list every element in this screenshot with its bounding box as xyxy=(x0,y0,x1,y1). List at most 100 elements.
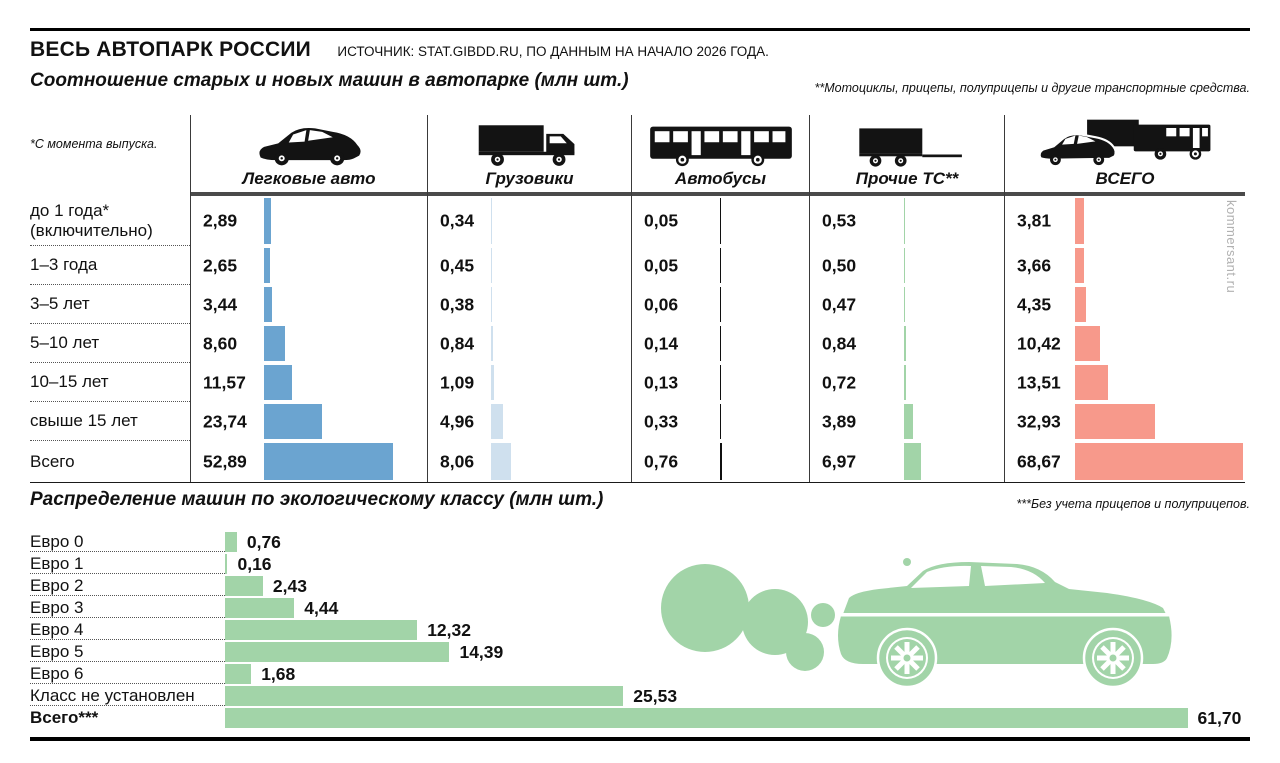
value-label: 10,42 xyxy=(1017,333,1061,353)
age-chart-column-total: ВСЕГО 3,81 3,66 4,35 10,42 13,51 32,93 68,67 xyxy=(1004,115,1245,482)
value-label: 3,44 xyxy=(203,294,238,314)
bar xyxy=(225,664,252,684)
value-label: 0,05 xyxy=(644,255,679,275)
value-label: 0,14 xyxy=(644,333,679,353)
value-label: 0,05 xyxy=(644,210,679,231)
eco-chart: Евро 0 0,76 Евро 1 0,16 Евро 2 2,43 Евро 3 4,44… xyxy=(30,531,1245,731)
footnote-other-vehicles: **Мотоциклы, прицепы, полуприцепы и друг… xyxy=(814,81,1251,95)
value-label: 61,70 xyxy=(1197,708,1242,728)
value-label: 0,34 xyxy=(440,210,475,231)
eco-row-label: Евро 2 xyxy=(30,575,225,596)
bar xyxy=(1075,198,1085,244)
source-note: ИСТОЧНИК: STAT.GIBDD.RU, ПО ДАННЫМ НА НА… xyxy=(337,44,769,59)
footnote-no-trailers: ***Без учета прицепов и полуприцепов. xyxy=(1016,497,1250,511)
column-label: Грузовики xyxy=(485,169,574,188)
eco-row: Евро 0 0,76 xyxy=(30,531,1245,553)
age-chart: до 1 года* (включительно) 1–3 года 3–5 лет 5… xyxy=(30,115,1245,483)
value-label: 3,81 xyxy=(1017,210,1052,231)
value-label: 4,44 xyxy=(304,598,339,618)
eco-row: Евро 2 2,43 xyxy=(30,575,1245,597)
bar xyxy=(1075,404,1156,439)
age-chart-column-other: Прочие ТС** 0,53 0,50 0,47 0,84 0,72 3,89 6,97 xyxy=(809,115,1004,482)
eco-row: Евро 4 12,32 xyxy=(30,619,1245,641)
age-row-label: 10–15 лет xyxy=(30,363,190,402)
value-label: 2,65 xyxy=(203,255,238,275)
age-cell: 0,53 xyxy=(810,196,1004,246)
age-cell: 3,89 xyxy=(810,402,1004,441)
column-header-cars: Легковые авто xyxy=(191,115,427,196)
bus-icon xyxy=(646,120,796,168)
value-label: 0,72 xyxy=(822,372,857,392)
value-label: 12,32 xyxy=(427,620,471,640)
age-cell: 13,51 xyxy=(1005,363,1245,402)
bar xyxy=(1075,443,1243,480)
bar xyxy=(491,443,511,480)
value-label: 8,60 xyxy=(203,333,238,353)
value-label: 1,68 xyxy=(261,664,296,684)
eco-row-label: Евро 4 xyxy=(30,619,225,640)
bar xyxy=(225,576,263,596)
bar xyxy=(904,443,921,480)
column-label: Автобусы xyxy=(674,169,767,188)
green-car-illustration xyxy=(661,558,1172,688)
value-label: 0,13 xyxy=(644,372,679,392)
age-cell: 4,35 xyxy=(1005,285,1245,324)
car-silhouette-icon xyxy=(838,558,1172,688)
value-label: 0,50 xyxy=(822,255,857,275)
bar xyxy=(720,248,721,283)
value-label: 0,84 xyxy=(440,333,475,353)
bar xyxy=(904,287,906,322)
bar xyxy=(264,404,322,439)
bar xyxy=(720,365,721,400)
value-label: 13,51 xyxy=(1017,372,1061,392)
eco-row: Евро 3 4,44 xyxy=(30,597,1245,619)
age-chart-row-labels: до 1 года* (включительно) 1–3 года 3–5 лет 5… xyxy=(30,115,190,482)
bottom-rule xyxy=(30,737,1250,741)
age-cell: 0,13 xyxy=(632,363,809,402)
header: ВЕСЬ АВТОПАРК РОССИИ ИСТОЧНИК: STAT.GIBD… xyxy=(30,38,1250,62)
value-label: 0,84 xyxy=(822,333,857,353)
bar xyxy=(225,620,418,640)
age-cell: 0,50 xyxy=(810,246,1004,285)
bar xyxy=(491,326,494,361)
eco-row-label: Евро 6 xyxy=(30,663,225,684)
age-cell: 8,06 xyxy=(428,441,631,482)
exhaust-clouds-icon xyxy=(661,564,835,671)
bar xyxy=(904,198,906,244)
value-label: 0,53 xyxy=(822,210,857,231)
top-rule xyxy=(30,28,1250,31)
eco-chart-title: Распределение машин по экологическому кл… xyxy=(30,489,604,510)
age-cell: 0,33 xyxy=(632,402,809,441)
value-label: 3,66 xyxy=(1017,255,1052,275)
eco-row: Евро 1 0,16 xyxy=(30,553,1245,575)
bar xyxy=(720,443,722,480)
age-cell: 4,96 xyxy=(428,402,631,441)
value-label: 2,43 xyxy=(272,576,307,596)
bar xyxy=(225,532,237,552)
bar xyxy=(1075,326,1101,361)
age-cell: 0,05 xyxy=(632,246,809,285)
bar xyxy=(225,686,624,706)
eco-row-label: Всего*** xyxy=(30,708,99,727)
bar xyxy=(1075,365,1108,400)
car-icon xyxy=(250,120,368,168)
age-row-label: свыше 15 лет xyxy=(30,402,190,441)
value-label: 0,47 xyxy=(822,294,857,314)
trailer-icon xyxy=(848,120,966,168)
age-cell: 6,97 xyxy=(810,441,1004,482)
column-label: Прочие ТС** xyxy=(855,169,959,188)
column-header-total: ВСЕГО xyxy=(1005,115,1245,196)
value-label: 3,89 xyxy=(822,411,857,431)
bar xyxy=(904,326,907,361)
age-cell: 0,84 xyxy=(810,324,1004,363)
bar xyxy=(720,198,721,244)
age-cell: 0,38 xyxy=(428,285,631,324)
value-label: 23,74 xyxy=(203,411,247,431)
value-label: 0,76 xyxy=(644,451,679,471)
age-cell: 0,34 xyxy=(428,196,631,246)
value-label: 4,35 xyxy=(1017,294,1052,314)
bar xyxy=(1075,287,1086,322)
bar xyxy=(720,404,721,439)
bar xyxy=(264,248,271,283)
